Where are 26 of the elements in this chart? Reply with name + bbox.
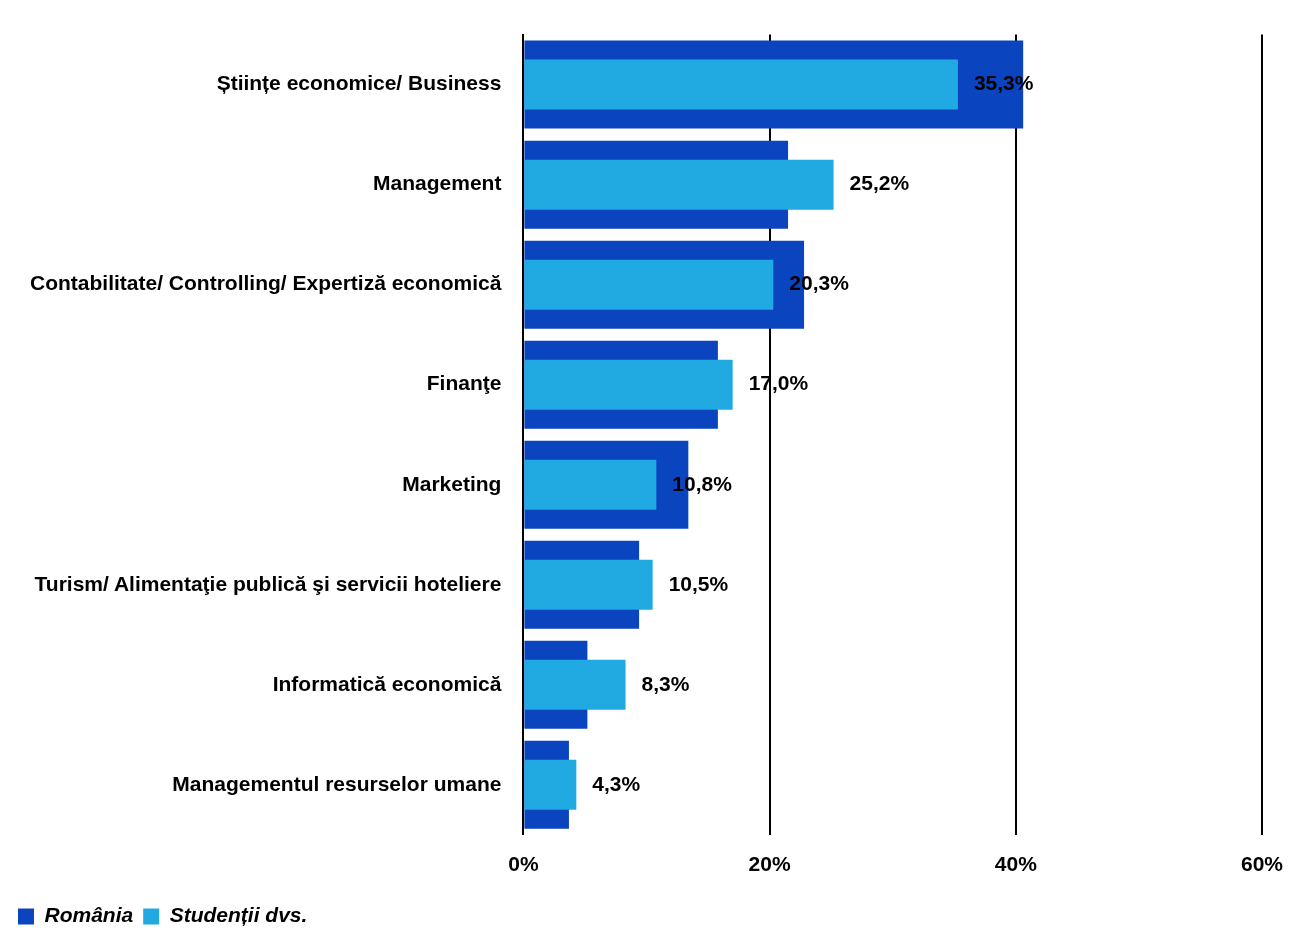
x-tick-label: 20%	[748, 852, 791, 876]
y-tick-label: Finanţe	[426, 371, 502, 395]
legend-label: România	[44, 903, 134, 927]
bar	[524, 359, 733, 410]
data-label: 10,5%	[668, 571, 729, 595]
bar	[524, 59, 958, 110]
y-tick-label: Contabilitate/ Controlling/ Expertiză economică	[29, 271, 502, 295]
bar	[524, 659, 626, 710]
x-tick-label: 60%	[1240, 852, 1284, 876]
bar	[524, 459, 657, 510]
y-tick-label: Management	[373, 171, 502, 195]
data-label: 8,3%	[641, 671, 690, 695]
bar	[524, 559, 653, 610]
bar	[524, 159, 834, 210]
y-tick-label: Managementul resurselor umane	[172, 771, 502, 795]
y-tick-label: Marketing	[402, 471, 502, 495]
x-tick-label: 0%	[508, 852, 539, 876]
data-label: 25,2%	[849, 171, 910, 195]
bar	[524, 759, 577, 810]
bar	[524, 259, 774, 310]
legend-label: Studenții dvs.	[169, 903, 308, 927]
data-label: 4,3%	[592, 771, 641, 795]
y-tick-label: Științe economice/ Business	[216, 71, 502, 95]
y-tick-label: Informatică economică	[272, 671, 502, 695]
y-tick-label: Turism/ Alimentaţie publică şi servicii hoteliere	[34, 571, 502, 595]
x-tick-label: 40%	[994, 852, 1038, 876]
